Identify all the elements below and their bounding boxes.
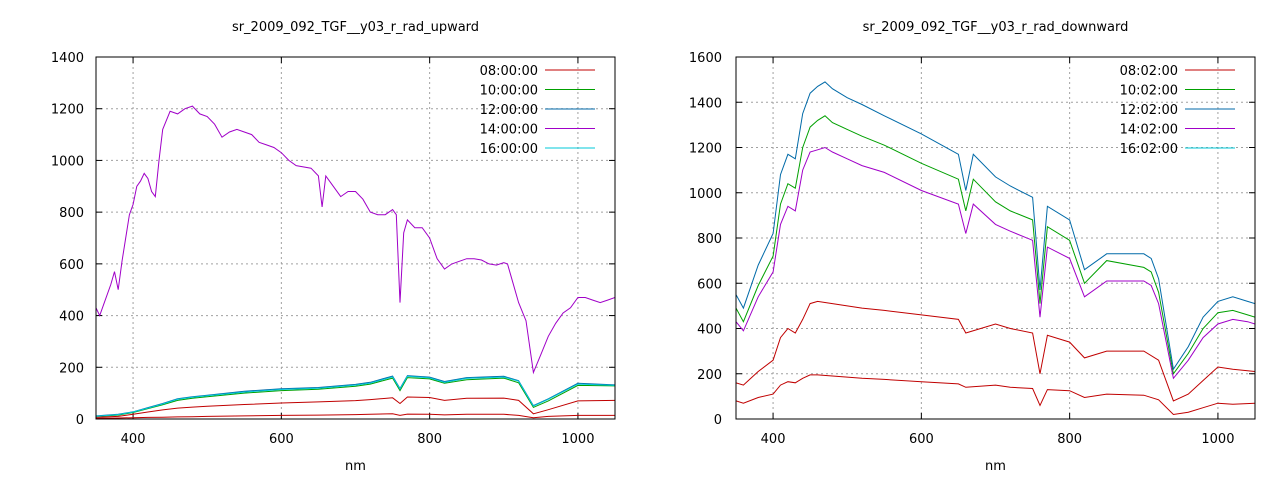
x-tick-label: 800 [1057, 432, 1082, 447]
chart-title: sr_2009_092_TGF__y03_r_rad_downward [863, 20, 1129, 35]
y-tick-label: 800 [59, 206, 84, 221]
series-line-5 [736, 146, 1255, 380]
legend-label: 10:02:00 [1120, 84, 1178, 99]
y-tick-label: 1400 [51, 51, 84, 66]
legend-label: 16:02:00 [1120, 142, 1178, 157]
y-tick-label: 0 [714, 413, 722, 428]
series-line-1 [736, 374, 1255, 416]
x-tick-label: 1000 [1201, 432, 1234, 447]
chart-title: sr_2009_092_TGF__y03_r_rad_upward [232, 20, 479, 35]
series-line-2 [736, 300, 1255, 402]
y-tick-label: 200 [697, 368, 722, 383]
y-tick-label: 800 [697, 232, 722, 247]
y-tick-label: 400 [697, 323, 722, 338]
chart-1: sr_2009_092_TGF__y03_r_rad_upward 0 200 400… [51, 20, 616, 474]
x-tick-label: 1000 [561, 432, 594, 447]
x-axis-label: nm [985, 459, 1006, 474]
legend-label: 14:00:00 [480, 123, 538, 138]
series-line-2 [96, 396, 615, 418]
legend-label: 14:02:00 [1120, 123, 1178, 138]
x-tick-label: 600 [269, 432, 294, 447]
y-tick-label: 1400 [689, 96, 722, 111]
legend-label: 10:00:00 [480, 84, 538, 99]
series-line-1 [96, 413, 615, 419]
series-line-4 [736, 81, 1255, 371]
y-tick-label: 1200 [689, 142, 722, 157]
plot-frame [735, 56, 1256, 420]
y-tick-label: 1600 [689, 51, 722, 66]
x-axis-label: nm [345, 459, 366, 474]
y-tick-label: 1000 [689, 187, 722, 202]
chart-2: sr_2009_092_TGF__y03_r_rad_downward 0 200 4… [689, 20, 1256, 474]
y-tick-label: 600 [59, 258, 84, 273]
series-line-3 [736, 115, 1255, 376]
y-tick-label: 1000 [51, 154, 84, 169]
y-tick-label: 200 [59, 361, 84, 376]
x-tick-label: 800 [417, 432, 442, 447]
series-line-4 [96, 375, 615, 417]
legend-label: 08:00:00 [480, 64, 538, 79]
x-tick-label: 600 [909, 432, 934, 447]
legend-label: 16:00:00 [480, 142, 538, 157]
plot-frame [95, 56, 616, 420]
legend-label: 12:00:00 [480, 103, 538, 118]
x-tick-label: 400 [121, 432, 146, 447]
series-line-3 [96, 377, 615, 417]
legend-label: 08:02:00 [1120, 64, 1178, 79]
x-tick-label: 400 [761, 432, 786, 447]
y-tick-label: 400 [59, 310, 84, 325]
series-line-5 [96, 105, 615, 375]
series-line-6 [96, 375, 615, 417]
y-tick-label: 600 [697, 277, 722, 292]
y-tick-label: 1200 [51, 103, 84, 118]
y-tick-label: 0 [76, 413, 84, 428]
legend-label: 12:02:00 [1120, 103, 1178, 118]
